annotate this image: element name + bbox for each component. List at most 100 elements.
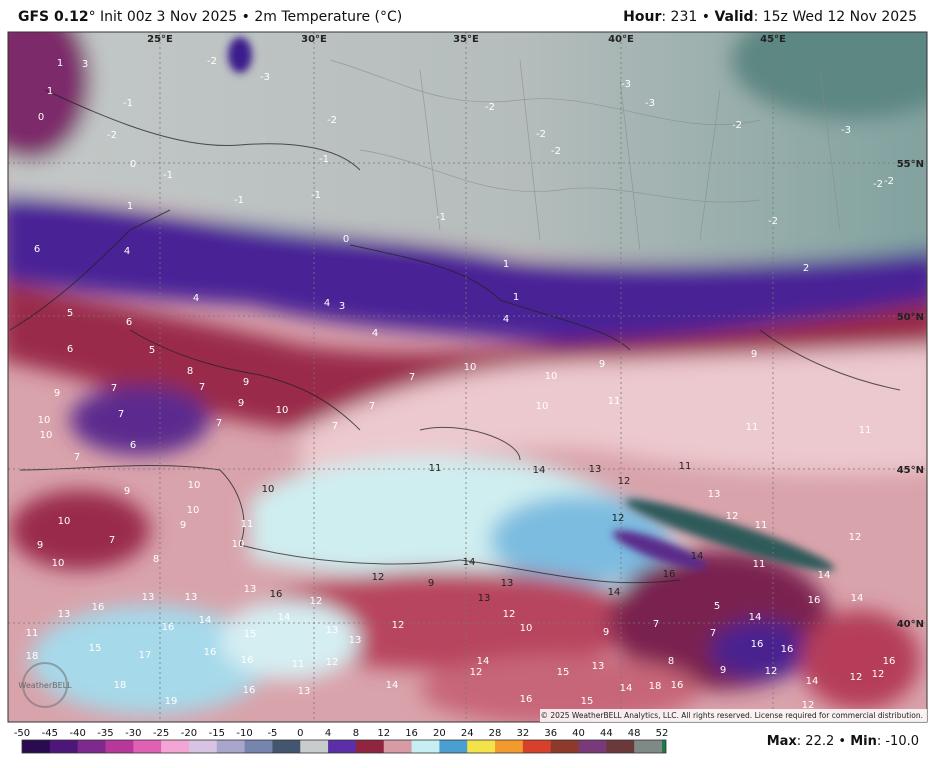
temperature-label: 8 <box>187 366 193 377</box>
model: GFS 0.12 <box>18 9 89 25</box>
temperature-label: 7 <box>369 401 375 412</box>
temperature-label: 15 <box>557 667 570 678</box>
temperature-label: 10 <box>52 558 65 569</box>
max-value: : 22.2 • <box>796 734 851 749</box>
temperature-label: 7 <box>118 409 124 420</box>
temperature-label: 5 <box>67 308 73 319</box>
temperature-label: 13 <box>326 625 339 636</box>
temperature-label: 1 <box>47 86 53 97</box>
colorbar-tick-label: 36 <box>544 728 557 739</box>
colorbar-frame <box>21 739 667 754</box>
temperature-label: 10 <box>520 623 533 634</box>
temperature-label: -3 <box>621 79 631 90</box>
temperature-label: 12 <box>802 700 815 711</box>
longitude-label: 45°E <box>760 34 786 45</box>
colorbar-tick-label: -50 <box>14 728 30 739</box>
temperature-label: 16 <box>751 639 764 650</box>
colorbar-segment <box>133 740 162 753</box>
colorbar-segment <box>383 740 413 753</box>
temperature-label: 7 <box>111 383 117 394</box>
temperature-label: 13 <box>478 593 491 604</box>
temperature-label: -1 <box>234 195 244 206</box>
temperature-label: 18 <box>26 651 39 662</box>
temperature-label: 11 <box>679 461 692 472</box>
temperature-label: 13 <box>708 489 721 500</box>
temperature-label: 12 <box>392 620 405 631</box>
hour-label: Hour <box>623 9 662 25</box>
temperature-label: 7 <box>409 372 415 383</box>
colorbar-end <box>662 740 666 753</box>
temperature-label: 16 <box>162 622 175 633</box>
temperature-label: 11 <box>608 396 621 407</box>
colorbar-tick-label: 20 <box>433 728 446 739</box>
colorbar-tick-label: 4 <box>325 728 331 739</box>
temperature-label: 10 <box>545 371 558 382</box>
temperature-label: -2 <box>536 129 546 140</box>
colorbar-tick-label: 28 <box>489 728 502 739</box>
temperature-label: -2 <box>207 56 217 67</box>
hour: : 231 • <box>661 9 715 25</box>
temperature-label: 9 <box>751 349 757 360</box>
temperature-label: -1 <box>319 154 329 165</box>
temperature-label: -2 <box>485 102 495 113</box>
colorbar-segment <box>578 740 607 753</box>
temperature-label: 13 <box>142 592 155 603</box>
temperature-label: 11 <box>429 463 442 474</box>
temperature-label: 7 <box>653 619 659 630</box>
min-label: Min <box>850 734 877 749</box>
temperature-label: -2 <box>768 216 778 227</box>
temperature-label: 12 <box>372 572 385 583</box>
temperature-label: 9 <box>243 377 249 388</box>
temperature-label: 16 <box>671 680 684 691</box>
temperature-label: 12 <box>470 667 483 678</box>
colorbar-tick-label: -40 <box>69 728 85 739</box>
colorbar-segment <box>495 740 524 753</box>
latitude-label: 50°N <box>897 312 924 323</box>
temperature-label: 8 <box>668 656 674 667</box>
colorbar-tick-label: -5 <box>267 728 277 739</box>
colorbar-segment <box>467 740 496 753</box>
temperature-label: 14 <box>818 570 831 581</box>
temperature-label: 5 <box>714 601 720 612</box>
temperature-label: 13 <box>349 635 362 646</box>
temperature-label: 12 <box>765 666 778 677</box>
title-left: GFS 0.12° Init 00z 3 Nov 2025 • 2m Tempe… <box>18 9 402 25</box>
temperature-label: 6 <box>126 317 132 328</box>
temperature-label: -2 <box>107 130 117 141</box>
temperature-label: 1 <box>503 259 509 270</box>
temperature-label: 13 <box>298 686 311 697</box>
temperature-label: 11 <box>859 425 872 436</box>
temperature-label: 10 <box>232 539 245 550</box>
colorbar-segment <box>439 740 468 753</box>
logo: WeatherBELL <box>18 681 72 690</box>
temperature-label: 9 <box>54 388 60 399</box>
temperature-label: 8 <box>153 554 159 565</box>
temperature-label: 10 <box>38 415 51 426</box>
temperature-label: -3 <box>841 125 851 136</box>
temperature-label: 18 <box>649 681 662 692</box>
colorbar-segment <box>272 740 301 753</box>
temperature-label: 13 <box>501 578 514 589</box>
temperature-label: 11 <box>753 559 766 570</box>
temperature-label: 16 <box>808 595 821 606</box>
colorbar-segment <box>244 740 273 753</box>
colorbar-tick-label: -10 <box>236 728 252 739</box>
temperature-label: 0 <box>130 159 136 170</box>
colorbar-segment <box>22 740 51 753</box>
temperature-label: 4 <box>124 246 130 257</box>
colorbar-tick-label: -25 <box>153 728 169 739</box>
temperature-label: 16 <box>92 602 105 613</box>
latitude-label: 40°N <box>897 619 924 630</box>
temperature-label: 9 <box>238 398 244 409</box>
temperature-label: -1 <box>123 98 133 109</box>
temperature-label: 4 <box>324 298 330 309</box>
temperature-label: 0 <box>343 234 349 245</box>
temperature-label: -1 <box>436 212 446 223</box>
temperature-label: 16 <box>243 685 256 696</box>
temperature-label: 16 <box>204 647 217 658</box>
temperature-label: 15 <box>581 696 594 707</box>
temperature-label: 9 <box>428 578 434 589</box>
temperature-label: 16 <box>781 644 794 655</box>
temperature-label: 9 <box>124 486 130 497</box>
temperature-label: -2 <box>327 115 337 126</box>
